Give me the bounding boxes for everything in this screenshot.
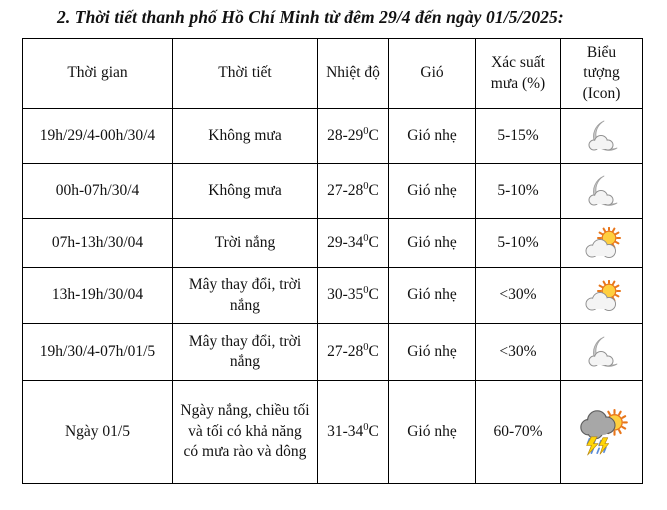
rain-prob-cell: 5-15% [475, 108, 561, 164]
sun-cloud-icon [582, 280, 622, 312]
time-cell: 07h-13h/30/04 [22, 218, 173, 268]
weather-cell: Mây thay đổi, trời nắng [172, 267, 318, 324]
temp-sup: 0 [363, 285, 369, 297]
weather-cell: Ngày nắng, chiều tối và tối có khả năng … [172, 380, 318, 484]
weather-cell: Không mưa [172, 163, 318, 219]
temp-sup: 0 [363, 125, 369, 137]
time-cell: 19h/30/4-07h/01/5 [22, 323, 173, 381]
table-row: 13h-19h/30/04 Mây thay đổi, trời nắng 30… [22, 267, 643, 324]
icon-cell [560, 323, 643, 381]
temp-unit: C [368, 233, 379, 251]
temp-cell: 30-350C [317, 267, 389, 324]
temp-unit: C [368, 286, 379, 304]
wind-cell: Gió nhẹ [388, 218, 476, 268]
time-cell: 19h/29/4-00h/30/4 [22, 108, 173, 164]
temp-cell: 27-280C [317, 323, 389, 381]
page-title: 2. Thời tiết thanh phố Hồ Chí Minh từ đê… [57, 7, 564, 27]
wind-cell: Gió nhẹ [388, 267, 476, 324]
weather-cell: Trời nắng [172, 218, 318, 268]
rain-prob-cell: <30% [475, 267, 561, 324]
time-cell: 00h-07h/30/4 [22, 163, 173, 219]
col-header: Thời gian [22, 38, 173, 109]
rain-prob-cell: 5-10% [475, 218, 561, 268]
temp-cell: 27-280C [317, 163, 389, 219]
temp-value: 29-34 [327, 233, 364, 251]
sun-cloud-icon [582, 227, 622, 259]
temp-sup: 0 [363, 232, 369, 244]
temp-cell: 31-340C [317, 380, 389, 484]
rain-prob-cell: <30% [475, 323, 561, 381]
icon-cell [560, 380, 643, 484]
temp-value: 27-28 [327, 181, 364, 199]
table-row: Ngày 01/5 Ngày nắng, chiều tối và tối có… [22, 380, 643, 484]
col-header: Gió [388, 38, 476, 109]
icon-cell [560, 163, 643, 219]
weather-table: Thời gian Thời tiết Nhiệt độ Gió Xác suất mư… [22, 38, 643, 484]
table-row: 19h/29/4-00h/30/4 Không mưa 28-290C Gió … [22, 108, 643, 164]
moon-cloud-icon [583, 174, 621, 208]
table-row: 07h-13h/30/04 Trời nắng 29-340C Gió nhẹ … [22, 218, 643, 268]
temp-sup: 0 [363, 341, 369, 353]
table-row: 19h/30/4-07h/01/5 Mây thay đổi, trời nắn… [22, 323, 643, 381]
temp-unit: C [368, 181, 379, 199]
temp-value: 27-28 [327, 342, 364, 360]
wind-cell: Gió nhẹ [388, 108, 476, 164]
rain-prob-cell: 5-10% [475, 163, 561, 219]
temp-unit: C [368, 422, 379, 440]
time-cell: 13h-19h/30/04 [22, 267, 173, 324]
time-cell: Ngày 01/5 [22, 380, 173, 484]
temp-cell: 29-340C [317, 218, 389, 268]
header-row: Thời gian Thời tiết Nhiệt độ Gió Xác suất mư… [22, 38, 643, 109]
col-header: Nhiệt độ [317, 38, 389, 109]
temp-sup: 0 [363, 180, 369, 192]
col-header: Thời tiết [172, 38, 318, 109]
temp-unit: C [368, 342, 379, 360]
temp-value: 28-29 [327, 126, 364, 144]
wind-cell: Gió nhẹ [388, 163, 476, 219]
weather-cell: Mây thay đổi, trời nắng [172, 323, 318, 381]
temp-sup: 0 [363, 421, 369, 433]
temp-value: 30-35 [327, 286, 364, 304]
icon-cell [560, 267, 643, 324]
rain-prob-cell: 60-70% [475, 380, 561, 484]
weather-cell: Không mưa [172, 108, 318, 164]
wind-cell: Gió nhẹ [388, 323, 476, 381]
table-row: 00h-07h/30/4 Không mưa 27-280C Gió nhẹ 5… [22, 163, 643, 219]
col-header: Xác suất mưa (%) [475, 38, 561, 109]
temp-cell: 28-290C [317, 108, 389, 164]
icon-cell [560, 108, 643, 164]
col-header: Biểu tượng (Icon) [560, 38, 643, 109]
moon-cloud-icon [583, 119, 621, 153]
temp-value: 31-34 [327, 422, 364, 440]
weather-table-body: 19h/29/4-00h/30/4 Không mưa 28-290C Gió … [22, 108, 643, 484]
temp-unit: C [368, 126, 379, 144]
moon-cloud-icon [583, 335, 621, 369]
icon-cell [560, 218, 643, 268]
storm-sun-icon [576, 407, 628, 457]
wind-cell: Gió nhẹ [388, 380, 476, 484]
